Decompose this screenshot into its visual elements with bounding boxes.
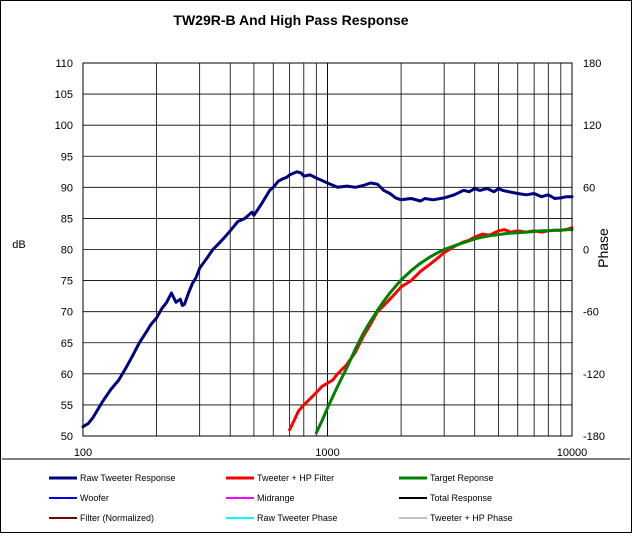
y-tick-label: 75 [61,276,73,288]
tick-labels: 50 55 60 65 70 75 80 85 90 95 100 105 110 -180 -120 -60… [55,58,605,459]
legend-label-raw-tweeter-response: Raw Tweeter Response [80,473,175,483]
y-tick-label: 80 [61,245,73,257]
y2-tick-label: 0 [583,245,589,257]
y-tick-label: 85 [61,213,73,225]
y-tick-label: 55 [61,400,73,412]
y-tick-label: 100 [55,120,73,132]
x-tick-label: 1000 [315,447,339,459]
y-tick-label: 95 [61,151,73,163]
y2-axis-label: Phase [595,228,611,268]
legend-label-tweeter-hp-phase: Tweeter + HP Phase [430,513,513,523]
series-layer [81,170,574,435]
y-tick-label: 60 [61,369,73,381]
legend-label-woofer: Woofer [80,493,109,503]
legend-label-filter-normalized: Filter (Normalized) [80,513,154,523]
y-axis-label: dB [12,239,25,251]
legend: Raw Tweeter Response Tweeter + HP Filter T… [49,473,513,523]
grid-lines [82,62,573,437]
y-tick-label: 105 [55,89,73,101]
x-tick-label: 10000 [557,447,588,459]
y2-tick-label: 120 [583,120,601,132]
series-line-target-reponse [314,228,574,435]
plot-border [82,62,573,437]
legend-label-raw-tweeter-phase: Raw Tweeter Phase [257,513,337,523]
legend-label-midrange: Midrange [257,493,295,503]
y-tick-label: 65 [61,338,73,350]
y-tick-label: 110 [55,58,73,70]
y2-tick-label: -180 [583,431,605,443]
y-tick-label: 50 [61,431,73,443]
y2-tick-label: 60 [583,182,595,194]
x-tick-label: 100 [74,447,92,459]
legend-label-tweeter-hp-filter: Tweeter + HP Filter [257,473,334,483]
y2-tick-label: 180 [583,58,601,70]
legend-label-total-response: Total Response [430,493,492,503]
y2-tick-label: -60 [583,307,599,319]
legend-label-target-reponse: Target Reponse [430,473,494,483]
series-line-raw-tweeter-response [81,170,574,429]
y-tick-label: 90 [61,182,73,194]
y-tick-label: 70 [61,307,73,319]
chart-title: TW29R-B And High Pass Response [173,12,408,28]
y2-tick-label: -120 [583,369,605,381]
